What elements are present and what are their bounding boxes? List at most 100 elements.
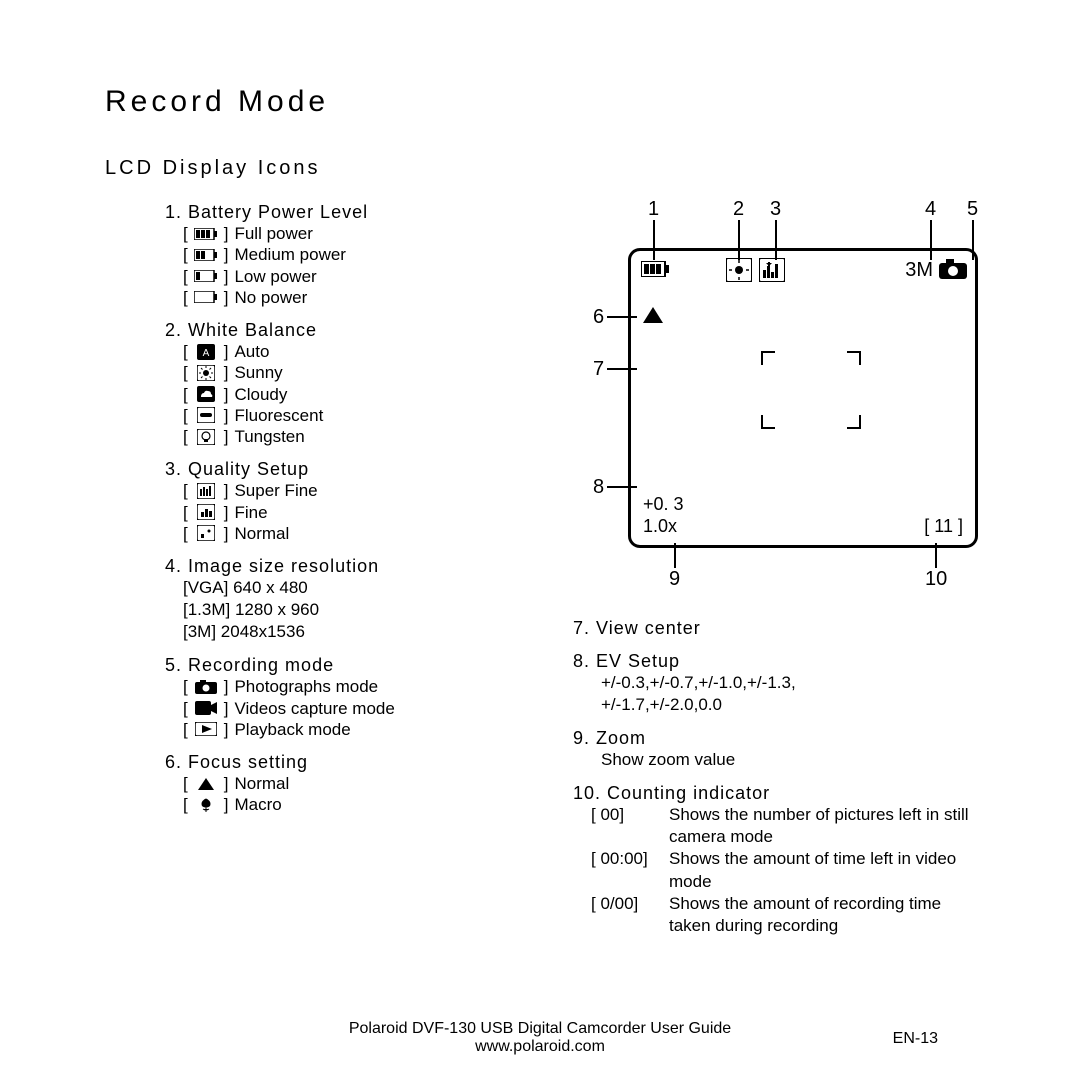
wb-tungsten: [ ] Tungsten	[183, 426, 535, 447]
lcd-diagram: 1 2 3 4 5 6 7 8 9 10	[573, 198, 983, 598]
label: Playback mode	[234, 719, 350, 740]
quality-fine-icon	[194, 504, 218, 520]
section-2-head: 2. White Balance	[165, 320, 535, 341]
label: Tungsten	[234, 426, 304, 447]
battery-medium-icon	[194, 247, 218, 263]
counter-text-1: Shows the number of pictures left in sti…	[669, 804, 985, 848]
svg-text:A: A	[202, 348, 209, 359]
callout-9: 9	[669, 568, 680, 591]
lcd-wb-icon	[726, 258, 752, 282]
lcd-frame: 3M +0. 3 1.0x [ 11 ]	[628, 248, 978, 548]
label: Auto	[234, 341, 269, 362]
focus-normal-icon	[194, 776, 218, 792]
label: Full power	[234, 223, 312, 244]
label: Medium power	[234, 244, 346, 265]
battery-empty: [ ] No power	[183, 287, 535, 308]
counter-prefix-1: [ 00]	[591, 804, 669, 848]
label: Macro	[234, 794, 281, 815]
wb-auto-icon: A	[194, 344, 218, 360]
lcd-battery-icon	[641, 261, 669, 277]
ev-values-2: +/-1.7,+/-2.0,0.0	[601, 694, 985, 716]
section-9-head: 9. Zoom	[573, 728, 985, 749]
label: No power	[234, 287, 307, 308]
page-number: EN-13	[893, 1030, 938, 1048]
callout-1: 1	[648, 198, 659, 221]
quality-normal: [ ] Normal	[183, 523, 535, 544]
size-13m: [1.3M] 1280 x 960	[183, 599, 535, 621]
label: Fine	[234, 502, 267, 523]
lcd-zoom-text: 1.0x	[643, 516, 677, 537]
lcd-view-center-icon	[761, 351, 861, 429]
section-10-head: 10. Counting indicator	[573, 783, 985, 804]
counter-text-2: Shows the amount of time left in video m…	[669, 848, 985, 892]
section-1-head: 1. Battery Power Level	[165, 202, 535, 223]
label: Super Fine	[234, 480, 317, 501]
section-8-head: 8. EV Setup	[573, 651, 985, 672]
left-column: 1. Battery Power Level [ ] Full power [ …	[105, 198, 535, 937]
callout-4: 4	[925, 198, 936, 221]
section-5-head: 5. Recording mode	[165, 655, 535, 676]
counter-text-3: Shows the amount of recording time taken…	[669, 893, 985, 937]
focus-macro-icon	[194, 797, 218, 813]
wb-sunny: [ ] Sunny	[183, 362, 535, 383]
battery-empty-icon	[194, 289, 218, 305]
lcd-focus-icon	[643, 307, 663, 323]
counter-prefix-2: [ 00:00]	[591, 848, 669, 892]
quality-superfine-icon	[194, 483, 218, 499]
callout-10: 10	[925, 568, 947, 591]
quality-normal-icon	[194, 525, 218, 541]
wb-auto: [ A ] Auto	[183, 341, 535, 362]
counter-prefix-3: [ 0/00]	[591, 893, 669, 937]
focus-normal: [ ] Normal	[183, 773, 535, 794]
label: Sunny	[234, 362, 282, 383]
callout-7: 7	[593, 358, 604, 381]
label: Normal	[234, 523, 289, 544]
lcd-ev-text: +0. 3	[643, 494, 684, 515]
ev-values-1: +/-0.3,+/-0.7,+/-1.0,+/-1.3,	[601, 672, 985, 694]
playback-mode-icon	[194, 721, 218, 737]
callout-3: 3	[770, 198, 781, 221]
photo-mode-icon	[194, 679, 218, 695]
section-subtitle: LCD Display Icons	[105, 157, 985, 180]
callout-6: 6	[593, 306, 604, 329]
mode-video: [ ] Videos capture mode	[183, 698, 535, 719]
callout-8: 8	[593, 476, 604, 499]
battery-full-icon	[194, 226, 218, 242]
wb-cloudy-icon	[194, 386, 218, 402]
lcd-count-text: [ 11 ]	[924, 516, 963, 537]
lcd-quality-icon	[759, 258, 785, 282]
quality-fine: [ ] Fine	[183, 502, 535, 523]
callout-2: 2	[733, 198, 744, 221]
label: Photographs mode	[234, 676, 378, 697]
counter-row-3: [ 0/00] Shows the amount of recording ti…	[591, 893, 985, 937]
zoom-desc: Show zoom value	[601, 749, 985, 771]
counter-row-1: [ 00] Shows the number of pictures left …	[591, 804, 985, 848]
wb-fluorescent-icon	[194, 407, 218, 423]
battery-full: [ ] Full power	[183, 223, 535, 244]
section-4-head: 4. Image size resolution	[165, 556, 535, 577]
video-mode-icon	[194, 700, 218, 716]
page-title: Record Mode	[105, 85, 985, 119]
size-3m: [3M] 2048x1536	[183, 621, 535, 643]
content-columns: 1. Battery Power Level [ ] Full power [ …	[105, 198, 985, 937]
quality-superfine: [ ] Super Fine	[183, 480, 535, 501]
wb-tungsten-icon	[194, 429, 218, 445]
mode-playback: [ ] Playback mode	[183, 719, 535, 740]
counter-row-2: [ 00:00] Shows the amount of time left i…	[591, 848, 985, 892]
battery-medium: [ ] Medium power	[183, 244, 535, 265]
lcd-mode-icon	[939, 259, 967, 279]
label: Low power	[234, 266, 316, 287]
wb-fluorescent: [ ] Fluorescent	[183, 405, 535, 426]
battery-low: [ ] Low power	[183, 266, 535, 287]
label: Normal	[234, 773, 289, 794]
lcd-resolution-text: 3M	[905, 259, 933, 282]
section-6-head: 6. Focus setting	[165, 752, 535, 773]
right-text-block: 7. View center 8. EV Setup +/-0.3,+/-0.7…	[563, 618, 985, 937]
section-3-head: 3. Quality Setup	[165, 459, 535, 480]
focus-macro: [ ] Macro	[183, 794, 535, 815]
size-vga: [VGA] 640 x 480	[183, 577, 535, 599]
label: Cloudy	[234, 384, 287, 405]
section-7-head: 7. View center	[573, 618, 985, 639]
wb-cloudy: [ ] Cloudy	[183, 384, 535, 405]
mode-photo: [ ] Photographs mode	[183, 676, 535, 697]
